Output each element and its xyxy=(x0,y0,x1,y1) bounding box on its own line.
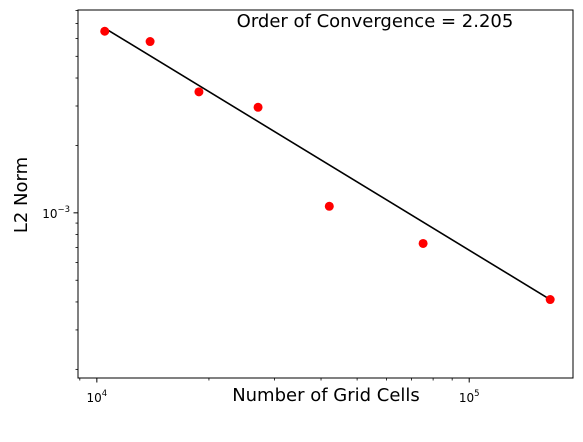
data-point xyxy=(418,238,428,248)
data-point xyxy=(145,37,155,47)
data-point xyxy=(100,26,110,36)
fit-line xyxy=(104,27,551,301)
x-axis-label: Number of Grid Cells xyxy=(232,385,420,406)
x-tick-label: 105 xyxy=(459,389,480,405)
annotation-text: Order of Convergence = 2.205 xyxy=(237,11,514,32)
data-point xyxy=(194,87,204,97)
y-axis-label: L2 Norm xyxy=(11,157,32,233)
x-tick-label: 104 xyxy=(86,389,107,405)
data-point xyxy=(545,295,555,305)
data-points-layer xyxy=(100,26,555,305)
major-tick-marks xyxy=(73,212,470,383)
y-tick-label: 10−3 xyxy=(42,205,70,221)
plot-frame xyxy=(77,9,574,379)
data-point xyxy=(324,201,334,211)
data-point xyxy=(253,102,263,112)
fit-line-layer xyxy=(104,27,551,301)
plot-area xyxy=(78,10,573,378)
